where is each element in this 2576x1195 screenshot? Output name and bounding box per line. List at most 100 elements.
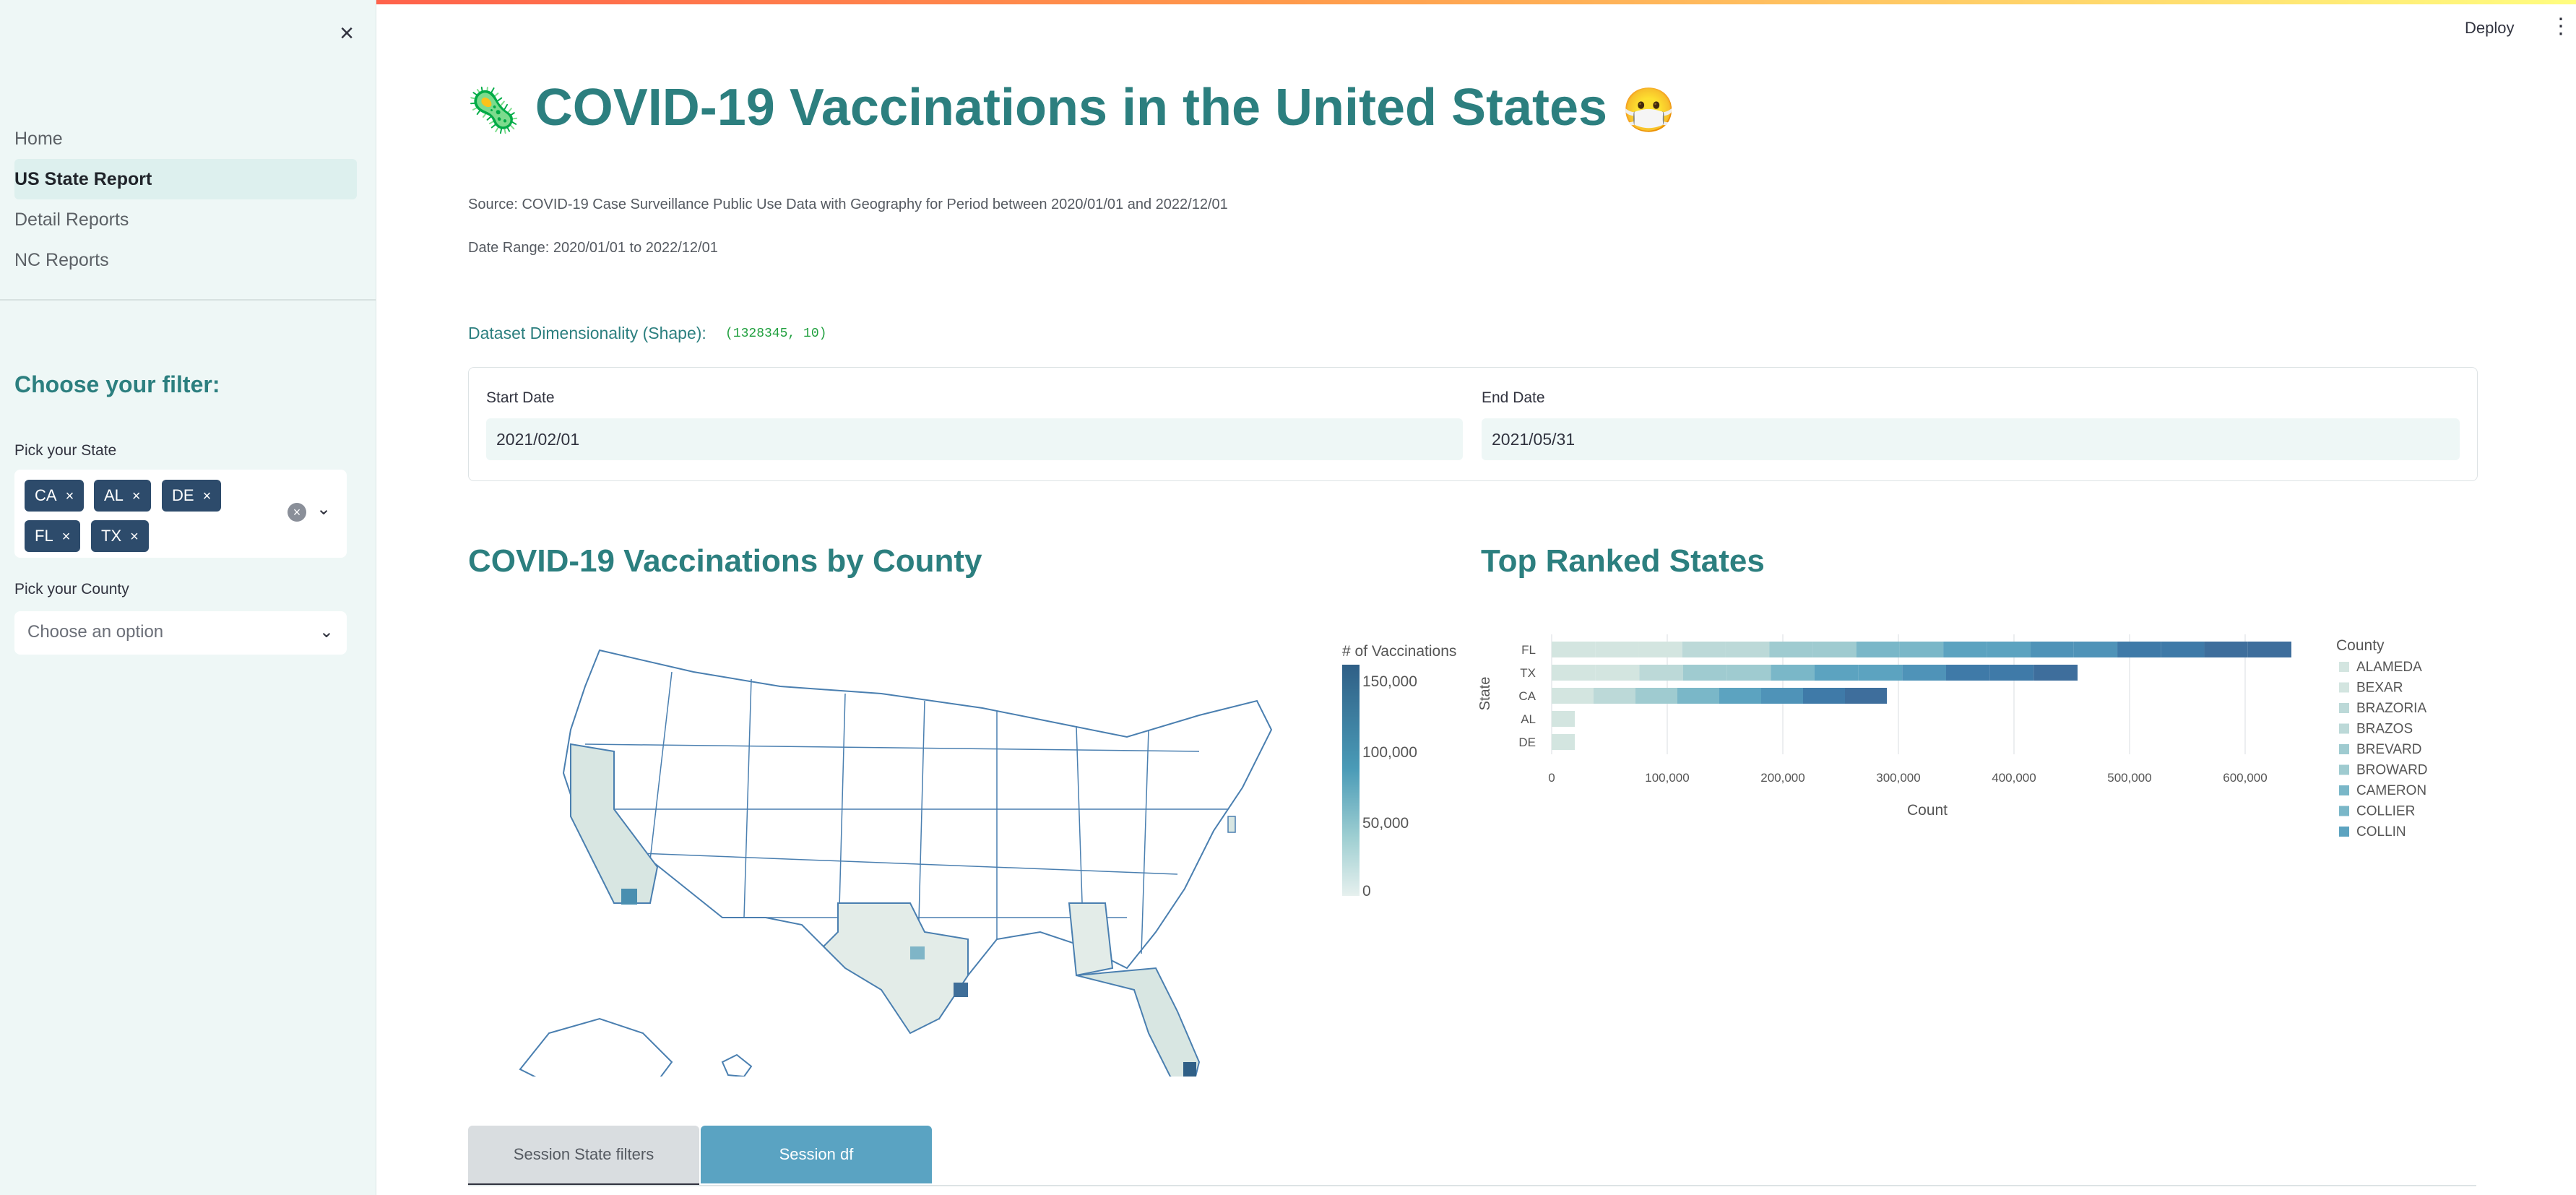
state-chip-de[interactable]: DE × [162,480,222,512]
tab-session-state-filters[interactable]: Session State filters [468,1126,699,1186]
florida-region[interactable] [1076,967,1201,1077]
legend-item: ALAMEDA [2356,660,2422,675]
bar-segment[interactable] [1595,665,1640,681]
bar-segment[interactable] [2161,642,2205,657]
bar-segment[interactable] [1812,642,1857,657]
legend-item: BEXAR [2356,681,2403,696]
deploy-button[interactable]: Deploy [2465,19,2515,37]
end-date-input[interactable]: 2021/05/31 [1482,418,2460,460]
bar-segment[interactable] [1635,688,1677,704]
bar-segment[interactable] [1858,665,1903,681]
bar-segment[interactable] [1639,665,1683,681]
x-tick-label: 500,000 [2107,771,2151,785]
bar-segment[interactable] [1552,642,1596,657]
alabama-region[interactable] [1068,902,1114,977]
bar-segment[interactable] [1943,642,1987,657]
legend-item: BRAZOS [2356,722,2413,737]
state-multiselect[interactable]: CA × AL × DE × FL × TX × × ⌄ [14,470,347,558]
legend-title: County [2336,637,2385,654]
sidebar-item-detail-reports[interactable]: Detail Reports [14,210,129,230]
bar-segment[interactable] [1594,688,1635,704]
date-filter-form: Start Date 2021/02/01 End Date 2021/05/3… [468,367,2478,481]
california-county-high[interactable] [621,889,637,905]
bar-segment[interactable] [1769,642,1813,657]
bar-segment[interactable] [1803,688,1845,704]
state-chip-tx[interactable]: TX × [91,520,149,552]
sidebar-item-home[interactable]: Home [14,129,63,149]
county-select[interactable]: Choose an option ⌄ [14,611,347,655]
remove-chip-icon[interactable]: × [131,488,141,504]
bar-segment[interactable] [1552,734,1575,750]
legend-item: BREVARD [2356,742,2421,757]
bar-segment[interactable] [2030,642,2074,657]
map-border-line [1141,729,1149,954]
bar-segment[interactable] [1677,688,1719,704]
remove-chip-icon[interactable]: × [202,488,212,504]
bar-segment[interactable] [2033,665,2078,681]
map-colorbar [1342,665,1360,896]
remove-chip-icon[interactable]: × [65,488,74,504]
bar-segment[interactable] [1856,642,1900,657]
texas-region[interactable] [822,902,969,1035]
bar-segment[interactable] [1683,665,1727,681]
bar-segment[interactable] [2073,642,2118,657]
california-region[interactable] [570,743,659,904]
bar-segment[interactable] [1989,665,2034,681]
state-chip-al[interactable]: AL × [94,480,151,512]
bar-segment[interactable] [1987,642,2031,657]
sidebar-item-nc-reports[interactable]: NC Reports [14,250,109,270]
bar-segment[interactable] [1595,642,1639,657]
close-sidebar-icon[interactable]: × [340,20,354,47]
bar-segment[interactable] [2117,642,2161,657]
sidebar-item-us-state-report[interactable]: US State Report [14,159,357,199]
start-date-input[interactable]: 2021/02/01 [486,418,1463,460]
bar-segment[interactable] [1845,688,1887,704]
bar-segment[interactable] [1682,642,1726,657]
top-states-bar-chart[interactable]: 0 100,000 200,000 300,000 400,000 500,000 600,… [1477,634,2560,844]
texas-county-mid[interactable] [910,946,925,959]
bar-segment[interactable] [1899,642,1944,657]
x-tick-label: 0 [1548,771,1555,785]
bar-segment[interactable] [1552,665,1596,681]
clear-all-icon[interactable]: × [288,503,306,522]
tab-session-df[interactable]: Session df [701,1126,932,1183]
map-hawaii [721,1053,753,1077]
delaware-region[interactable] [1227,816,1236,833]
main-menu-icon[interactable]: ⋮ [2550,14,2572,38]
texas-county-high[interactable] [954,983,968,997]
state-chip-fl[interactable]: FL × [25,520,81,552]
bar-segment[interactable] [1719,688,1761,704]
x-tick-label: 200,000 [1760,771,1805,785]
filter-heading: Choose your filter: [14,371,220,397]
bar-segment[interactable] [1761,688,1803,704]
bar-segment[interactable] [1552,711,1575,727]
legend-swatch [2339,682,2349,693]
bar-segment[interactable] [1902,665,1946,681]
legend-swatch [2339,785,2349,795]
legend-item: BRAZORIA [2356,701,2426,716]
bar-segment[interactable] [1771,665,1815,681]
chevron-down-icon[interactable]: ⌄ [316,499,332,519]
bar-segment[interactable] [1725,642,1770,657]
bar-segment[interactable] [1726,665,1771,681]
county-placeholder: Choose an option [27,622,164,642]
top-accent-bar [0,0,2576,4]
y-tick-label: DE [1518,735,1536,749]
florida-county-high[interactable] [1183,1062,1196,1077]
page-title: 🦠 COVID-19 Vaccinations in the United St… [467,79,1676,137]
state-chip-ca[interactable]: CA × [25,480,85,512]
bar-segment[interactable] [2247,642,2291,657]
x-axis-label: Count [1907,802,1948,819]
bar-segment[interactable] [1552,688,1594,704]
map-border-line [649,671,673,860]
bar-segment[interactable] [1946,665,1990,681]
remove-chip-icon[interactable]: × [130,529,139,545]
bar-segment[interactable] [2204,642,2248,657]
remove-chip-icon[interactable]: × [61,529,71,545]
bar-segment[interactable] [1638,642,1682,657]
shape-value: (1328345, 10) [725,327,827,341]
us-county-map[interactable] [506,629,1300,1077]
bar-segment[interactable] [1815,665,1859,681]
y-tick-label: CA [1518,689,1536,703]
sidebar-divider [0,299,376,301]
